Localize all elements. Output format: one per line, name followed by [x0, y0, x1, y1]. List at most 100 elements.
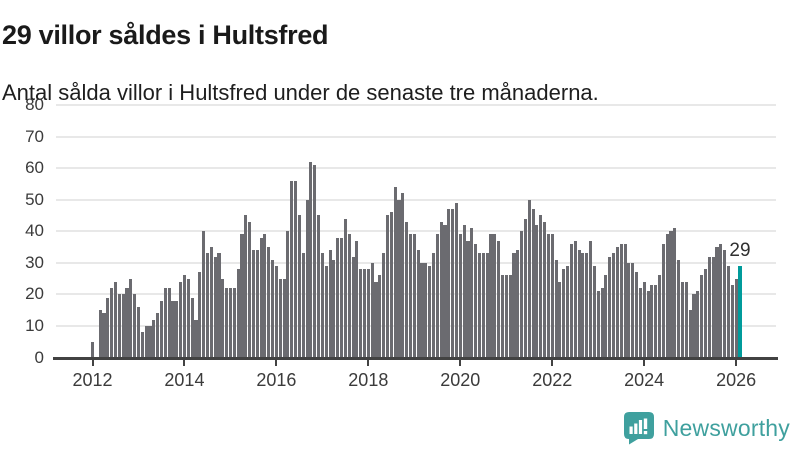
bar — [129, 278, 133, 358]
bar — [489, 234, 493, 358]
bar — [271, 259, 275, 358]
bar — [443, 224, 447, 358]
bar — [577, 250, 581, 358]
y-tick-label: 80 — [25, 95, 44, 114]
page-subtitle: Antal sålda villor i Hultsfred under de … — [2, 80, 599, 105]
x-tick-2022 — [551, 359, 554, 366]
bar — [589, 240, 593, 358]
x-tick-label: 2026 — [716, 369, 757, 390]
bar — [520, 231, 524, 358]
bar — [669, 231, 673, 358]
bar — [612, 253, 616, 358]
bar — [91, 341, 95, 358]
gridline-y20 — [56, 293, 776, 296]
bar — [274, 265, 278, 358]
bar — [159, 300, 164, 358]
y-tick-label: 70 — [25, 126, 44, 146]
bar — [711, 256, 715, 358]
bar — [700, 275, 704, 358]
bar — [631, 262, 635, 358]
bar — [424, 262, 428, 358]
gridline-y40 — [56, 230, 776, 233]
bar — [477, 253, 482, 358]
bar — [543, 221, 547, 358]
bar — [136, 307, 141, 358]
bar — [734, 278, 738, 358]
bar — [462, 224, 466, 358]
x-tick-label: 2024 — [624, 369, 665, 390]
bar — [336, 237, 340, 358]
bar — [393, 187, 397, 358]
bar — [439, 221, 443, 358]
bar — [581, 253, 585, 358]
bar — [205, 253, 210, 358]
bar — [692, 294, 696, 358]
bar — [566, 265, 570, 358]
bar — [665, 234, 669, 358]
bar — [297, 215, 301, 358]
bar — [366, 269, 370, 358]
bar — [163, 288, 167, 358]
bar — [715, 247, 719, 358]
bar — [523, 218, 527, 358]
bar — [428, 265, 432, 358]
bar — [458, 234, 462, 358]
bar — [221, 278, 225, 358]
y-tick-label: 50 — [25, 189, 44, 209]
bar — [186, 278, 190, 358]
bar — [236, 269, 240, 358]
y-tick-label: 10 — [25, 315, 44, 335]
bar — [290, 180, 294, 358]
bar — [232, 288, 236, 358]
bar — [535, 224, 539, 358]
bar — [435, 234, 439, 358]
bar — [726, 265, 731, 358]
bar — [730, 284, 734, 358]
brand-footer: Newsworthy — [623, 412, 790, 445]
bar — [324, 265, 328, 358]
bar — [389, 212, 393, 358]
highlight-bar — [738, 265, 742, 358]
bar — [585, 253, 589, 358]
y-tick-label: 60 — [25, 158, 44, 178]
bar — [351, 256, 355, 358]
bar — [531, 209, 535, 358]
bar — [251, 250, 255, 358]
bar — [309, 161, 313, 358]
bar — [267, 247, 271, 358]
y-tick-label: 0 — [34, 347, 44, 367]
bar — [703, 269, 708, 358]
bar — [646, 291, 650, 358]
bar — [558, 281, 562, 358]
bar — [171, 300, 175, 358]
x-tick-label: 2014 — [164, 369, 205, 390]
bar — [516, 250, 520, 358]
bar — [512, 253, 516, 358]
bar — [106, 297, 110, 358]
bar — [412, 234, 416, 358]
bar — [604, 275, 608, 358]
bar — [416, 250, 420, 358]
bar — [255, 250, 259, 358]
x-axis-line — [53, 357, 778, 360]
bar — [451, 209, 455, 358]
bar — [175, 300, 179, 358]
bar — [470, 228, 474, 358]
bar — [110, 288, 114, 358]
bar — [592, 265, 596, 358]
y-tick-label: 20 — [25, 284, 44, 304]
gridline-y80 — [56, 104, 776, 106]
bar — [286, 231, 290, 358]
bar — [305, 199, 309, 358]
bar — [596, 291, 600, 358]
bar — [320, 253, 324, 358]
bar — [182, 275, 187, 358]
bar — [133, 294, 137, 358]
gridline-y60 — [56, 167, 776, 170]
gridline-y10 — [56, 324, 776, 327]
bar — [179, 281, 183, 358]
bar — [144, 325, 148, 358]
bar — [573, 240, 577, 358]
bar — [98, 310, 102, 358]
bar — [657, 275, 662, 358]
